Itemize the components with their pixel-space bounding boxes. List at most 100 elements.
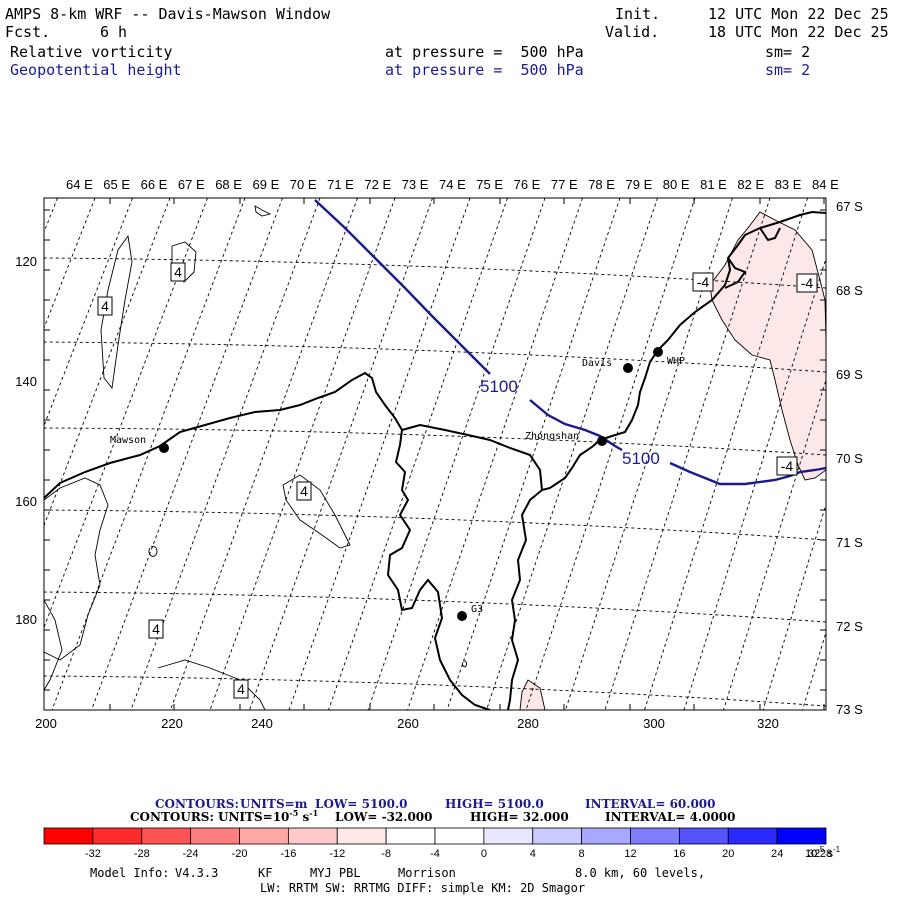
longitude-label: 70 E (290, 177, 317, 192)
coastline-detail (724, 257, 747, 289)
longitude-label: 77 E (551, 177, 578, 192)
field2-smoothing: sm= 2 (765, 61, 811, 79)
stations: Davis WHP Mawson Zhongshan G3 (110, 347, 685, 621)
meridian-line (91, 198, 283, 710)
vorticity-shade-east (709, 211, 826, 481)
colorbar-label: -20 (232, 848, 248, 860)
height-contour-interval: INTERVAL= 60.000 (585, 797, 716, 811)
colorbar-label: 4 (530, 848, 536, 860)
colorbar-segment (92, 827, 143, 845)
colorbar-segment (434, 827, 485, 845)
vorticity-label-value: 4 (101, 298, 109, 314)
colorbar-segment (727, 827, 778, 845)
meridian-line (249, 198, 433, 710)
meridian-line (0, 198, 20, 710)
y-axis-label: 160 (15, 494, 37, 509)
colorbar-label: 20 (722, 848, 734, 860)
parallel-line (44, 509, 826, 541)
colorbar-segment (630, 827, 680, 845)
vorticity-contours (44, 205, 468, 710)
vorticity-label-box (97, 296, 113, 316)
longitude-label: 65 E (103, 177, 130, 192)
colorbar-label: -16 (280, 848, 296, 860)
height-contour-labels: 5100 5100 (480, 377, 660, 468)
vorticity-label-value: 4 (152, 621, 160, 637)
vorticity-label-value: -4 (697, 274, 710, 290)
x-axis-labels: 200 220 240 260 280 300 320 (35, 716, 779, 731)
meridian-line (51, 198, 246, 710)
height-contour-value: 5100 (622, 449, 660, 468)
coastline-amery (401, 210, 826, 492)
field2-name: Geopotential height (10, 61, 182, 79)
colorbar (43, 827, 827, 845)
forecast-label: Fcst. (5, 23, 51, 41)
parallel-line (44, 341, 826, 373)
longitude-labels: 64 E 65 E 66 E 67 E 68 E 69 E 70 E 71 E 72 E 73 E… (66, 177, 839, 192)
colorbar-segment (532, 827, 583, 845)
station-name: Davis (582, 358, 612, 369)
field1-smoothing: sm= 2 (765, 43, 811, 61)
longitude-label: 79 E (626, 177, 653, 192)
vorticity-contour (462, 660, 468, 668)
vorticity-label-value: -4 (781, 458, 794, 474)
colorbar-label: -8 (381, 848, 391, 860)
meridian-line (328, 198, 508, 710)
vorticity-label-box (776, 456, 798, 476)
longitude-label: 68 E (215, 177, 242, 192)
contour-info: CONTOURS: UNITS=m LOW= 5100.0 HIGH= 5100… (130, 797, 736, 824)
coastline-main (44, 371, 491, 710)
height-contour-segment (529, 399, 623, 452)
height-contour-units: UNITS=m (240, 797, 308, 811)
model-info-physics: LW: RRTM SW: RRTMG DIFF: simple KM: 2D S… (260, 881, 585, 895)
init-label: Init. (615, 5, 661, 23)
longitude-label: 74 E (439, 177, 466, 192)
meridian-line (407, 198, 583, 710)
colorbar-segment (581, 827, 631, 845)
latitude-label: 68 S (836, 283, 863, 298)
vorticity-contour (282, 474, 351, 549)
latitude-label: 71 S (836, 535, 863, 550)
colorbar-label: -32 (85, 848, 101, 860)
colorbar-segment (141, 827, 192, 845)
latitude-labels: 67 S 68 S 69 S 70 S 71 S 72 S 73 S (836, 199, 863, 717)
plot-title: AMPS 8-km WRF -- Davis-Mawson Window (5, 5, 331, 23)
vorticity-label-box (148, 619, 164, 639)
height-contour-high: HIGH= 5100.0 (445, 797, 544, 811)
vorticity-contour-low: LOW= -32.000 (335, 810, 433, 824)
vorticity-contour (157, 659, 266, 710)
meridian-line (130, 198, 321, 710)
longitude-label: 69 E (253, 177, 280, 192)
vorticity-contour (148, 545, 158, 557)
x-axis-label: 240 (251, 716, 273, 731)
vorticity-contour-interval: INTERVAL= 4.0000 (605, 810, 736, 824)
axis-ticks (43, 198, 826, 710)
model-info-resolution: 8.0 km, 60 levels, (575, 866, 705, 880)
vorticity-contour-label: CONTOURS: (130, 810, 214, 824)
parallel-line (44, 257, 826, 289)
vorticity-label-box (796, 273, 818, 293)
latitude-label: 70 S (836, 451, 863, 466)
model-info-pbl: MYJ PBL (310, 866, 361, 880)
longitude-label: 83 E (775, 177, 802, 192)
meridian-line (446, 198, 621, 710)
parallel-line (44, 591, 826, 623)
meridian-line (44, 198, 96, 330)
station-marker (623, 363, 633, 373)
vorticity-label-value: 4 (174, 264, 182, 280)
station-marker (159, 443, 169, 453)
latitude-label: 73 S (836, 702, 863, 717)
meridian-line (209, 198, 396, 710)
station-name: G3 (471, 604, 483, 615)
colorbar-segment (678, 827, 729, 845)
y-axis-labels: 120 140 160 180 (15, 254, 37, 627)
station-marker (653, 347, 663, 357)
longitude-label: 67 E (178, 177, 205, 192)
valid-label: Valid. (605, 23, 660, 41)
vorticity-contour (44, 477, 109, 661)
y-axis-label: 120 (15, 254, 37, 269)
colorbar-label: -12 (329, 848, 345, 860)
x-axis-label: 200 (35, 716, 57, 731)
longitude-label: 78 E (588, 177, 615, 192)
longitude-label: 71 E (327, 177, 354, 192)
